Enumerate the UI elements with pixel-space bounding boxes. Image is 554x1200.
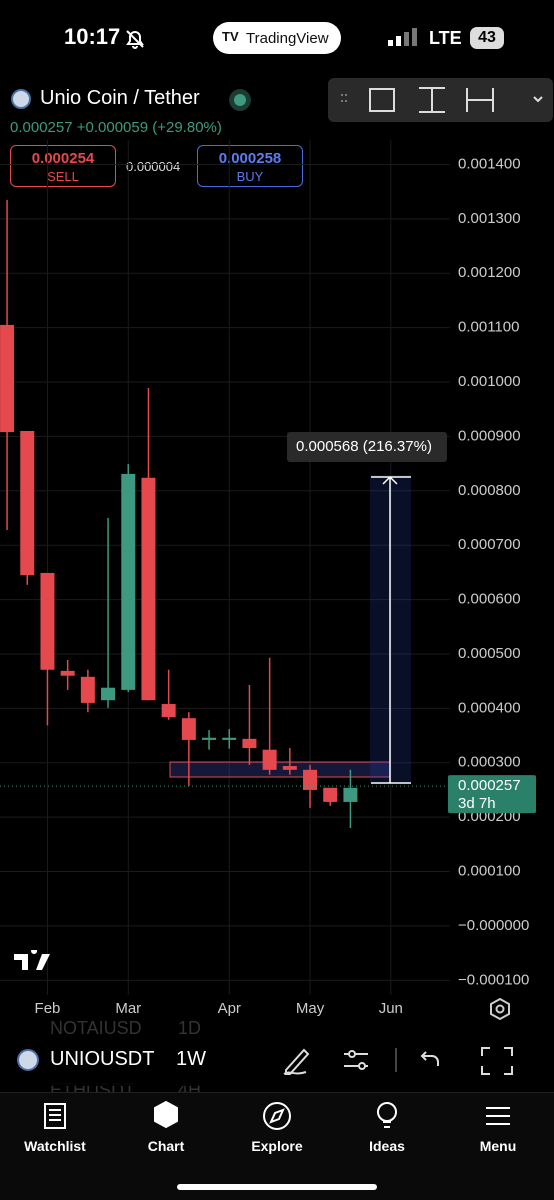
candle-body	[60, 670, 75, 676]
rect-tool[interactable]	[369, 88, 395, 112]
y-tick-label: 0.001400	[458, 155, 521, 172]
measure-arrow	[371, 475, 411, 784]
range-box	[169, 761, 391, 778]
measure-label: 0.000568 (216.37%)	[296, 438, 432, 455]
draw-tool[interactable]	[283, 1048, 310, 1075]
x-tick-label: May	[296, 1000, 325, 1017]
toolbar-icons	[283, 1047, 513, 1075]
buy-label: BUY	[236, 169, 264, 184]
drawing-tools	[341, 87, 543, 113]
spread: 0.000004	[126, 159, 181, 174]
home-indicator	[177, 1184, 377, 1190]
symbol-name[interactable]: Unio Coin / Tether	[40, 87, 200, 109]
market-status	[229, 89, 251, 111]
y-tick-label: 0.000100	[458, 863, 521, 880]
behind-symbol: NOTAIUSD 1D	[50, 1018, 201, 1039]
fullscreen[interactable]	[481, 1047, 513, 1075]
network: LTE	[429, 28, 462, 48]
signal-icon	[388, 28, 417, 46]
y-tick-label: 0.000800	[458, 482, 521, 499]
nav-item[interactable]: Ideas	[369, 1138, 405, 1154]
candle-body	[161, 704, 176, 718]
price-range-tool[interactable]	[419, 87, 445, 113]
toolbar-bg	[0, 1038, 554, 1086]
settings-icon[interactable]	[488, 997, 512, 1021]
candle-body	[121, 473, 136, 690]
app-pill	[213, 22, 341, 54]
last-price: 0.000257 +0.000059 (+29.80%)	[10, 119, 222, 136]
battery: 43	[470, 27, 504, 49]
nav-item[interactable]: Explore	[251, 1138, 303, 1154]
x-tick-label: Mar	[115, 1000, 141, 1017]
candle-body	[202, 737, 217, 740]
y-tick-label: 0.001100	[458, 319, 519, 336]
buy-price: 0.000258	[218, 150, 282, 167]
price: 0.000257	[10, 119, 73, 136]
candle-body	[303, 769, 318, 790]
candle-body	[80, 676, 95, 703]
nav-labels: Watchlist Chart Explore Ideas Menu	[0, 1138, 554, 1158]
symbol[interactable]: UNIOUSDT	[50, 1048, 154, 1070]
candle-body	[20, 430, 35, 576]
nav-item[interactable]: Watchlist	[24, 1138, 86, 1154]
behind-symbol-name: NOTAIUSD	[50, 1018, 142, 1038]
y-tick-label: 0.001000	[458, 373, 521, 390]
candle-body	[242, 738, 257, 749]
mute-icon	[126, 30, 144, 49]
y-tick-label: 0.000600	[458, 591, 521, 608]
symbol-icon	[17, 1049, 39, 1071]
last-price-label: 0.000257	[458, 777, 521, 794]
dropdown[interactable]	[533, 96, 543, 103]
y-tick-label: −0.000000	[458, 917, 529, 934]
candle-body	[101, 687, 116, 701]
nav-item[interactable]: Chart	[147, 1138, 185, 1154]
coin-icon	[11, 89, 31, 109]
app-logo: TV	[222, 29, 239, 44]
y-tick-label: 0.000500	[458, 645, 521, 662]
candle-body	[141, 477, 156, 701]
x-tick-label: Jun	[379, 1000, 403, 1017]
y-tick-label: 0.000400	[458, 699, 521, 716]
y-tick-label: 0.000300	[458, 754, 521, 771]
interval[interactable]: 1W	[176, 1048, 206, 1070]
candle-body	[222, 737, 237, 740]
x-tick-label: Apr	[218, 1000, 241, 1017]
date-range-tool[interactable]	[466, 88, 494, 112]
status-time: 10:17	[64, 24, 121, 49]
sell-label: SELL	[47, 169, 79, 184]
chart: 0.001400 0.001300 0.001200 0.001100 0.001000…	[0, 140, 536, 1017]
countdown: 3d 7h	[458, 795, 496, 812]
candle-body	[323, 787, 338, 802]
drawing-toolbar	[328, 78, 553, 122]
measure-label-bg	[287, 432, 447, 462]
candle-body	[0, 324, 15, 433]
last-price-box	[448, 775, 536, 814]
candle-body	[343, 787, 358, 802]
candle-body	[181, 718, 196, 740]
undo[interactable]	[420, 1051, 439, 1066]
nav-icons	[44, 1100, 510, 1130]
nav-bar	[0, 1092, 554, 1200]
candle-body	[40, 572, 55, 670]
y-tick-label: 0.000900	[458, 427, 521, 444]
y-tick-label: 0.001200	[458, 264, 521, 281]
x-tick-label: Feb	[35, 1000, 61, 1017]
app-name: TradingView	[246, 30, 329, 47]
buy-button[interactable]: 0.000258 BUY	[197, 145, 303, 187]
y-tick-label: −0.000100	[458, 971, 529, 988]
price-change: +0.000059 (+29.80%)	[76, 119, 222, 136]
tv-logo	[14, 950, 50, 970]
nav-item[interactable]: Menu	[479, 1138, 517, 1154]
candle-body	[282, 766, 297, 770]
behind-interval: 1D	[178, 1018, 202, 1038]
candle-body	[262, 749, 277, 770]
y-tick-label: 0.001300	[458, 210, 521, 227]
y-tick-label: 0.000700	[458, 536, 521, 553]
